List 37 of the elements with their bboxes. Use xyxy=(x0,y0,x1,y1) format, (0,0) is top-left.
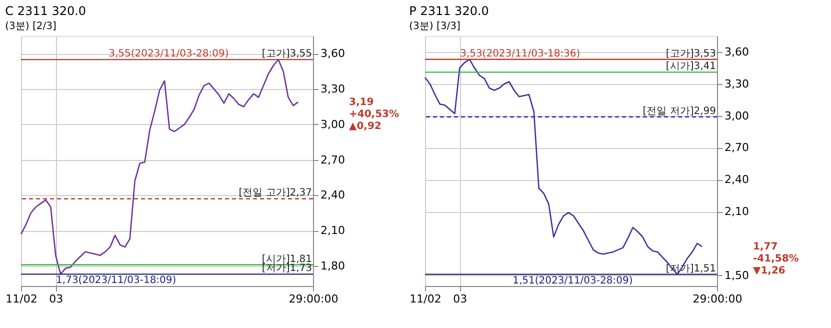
x-tick-label: 29:00:00 xyxy=(692,292,742,306)
ref-line-label: [고가]3,53 xyxy=(666,48,716,60)
x-tick-label: 03 xyxy=(49,292,64,306)
y-tick-label: 3,30 xyxy=(724,77,749,90)
y-tick-label: 3,00 xyxy=(724,109,749,122)
y-tick-label: 1,50 xyxy=(724,268,749,282)
y-tick-label: 2,40 xyxy=(320,188,345,202)
y-tick-label: 3,60 xyxy=(320,47,345,60)
y-tick-label: 2,70 xyxy=(724,141,749,154)
y-tick-label: 3,30 xyxy=(320,82,345,96)
ref-line-label: [저가]1,73 xyxy=(262,263,312,274)
ref-line-label: [시가]1,81 xyxy=(262,254,312,265)
annotation: 3,55(2023/11/03-28:09) xyxy=(108,48,229,60)
ref-line-label: [시가]3,41 xyxy=(666,61,716,72)
x-tick-label: 11/02 xyxy=(6,292,38,306)
y-tick-label: 1,80 xyxy=(320,259,345,272)
chart-subtitle: (3분) [2/3] xyxy=(5,21,56,32)
annotation: 1,51(2023/11/03-28:09) xyxy=(512,275,633,286)
x-tick-label: 03 xyxy=(453,292,468,306)
text: 1,77 -41,58% ▼1,26 xyxy=(753,242,799,277)
x-tick-label: 11/02 xyxy=(410,292,442,306)
annotation: 1,73(2023/11/03-18:09) xyxy=(56,275,176,286)
chart-subtitle: (3분) [3/3] xyxy=(409,21,460,32)
y-tick-label: 2,70 xyxy=(320,153,345,166)
annotation: 3,53(2023/11/03-18:36) xyxy=(460,48,580,60)
x-tick-label: 29:00:00 xyxy=(288,292,338,306)
y-tick-label: 2,10 xyxy=(724,205,749,218)
chart-title: C 2311 320.0 xyxy=(5,4,86,18)
ref-line-label: [전일 고가]2,37 xyxy=(238,188,312,199)
y-tick-label: 2,10 xyxy=(320,224,345,238)
y-tick-label: 3,60 xyxy=(724,45,749,58)
y-tick-label: 2,40 xyxy=(724,173,749,186)
ref-line-label: [전일 저가]2,99 xyxy=(642,106,716,117)
chart-title: P 2311 320.0 xyxy=(409,4,489,18)
text: 3,19 +40,53% ▲0,92 xyxy=(349,97,400,132)
y-tick-label: 3,00 xyxy=(320,118,345,131)
ref-line-label: [고가]3,55 xyxy=(262,48,312,60)
